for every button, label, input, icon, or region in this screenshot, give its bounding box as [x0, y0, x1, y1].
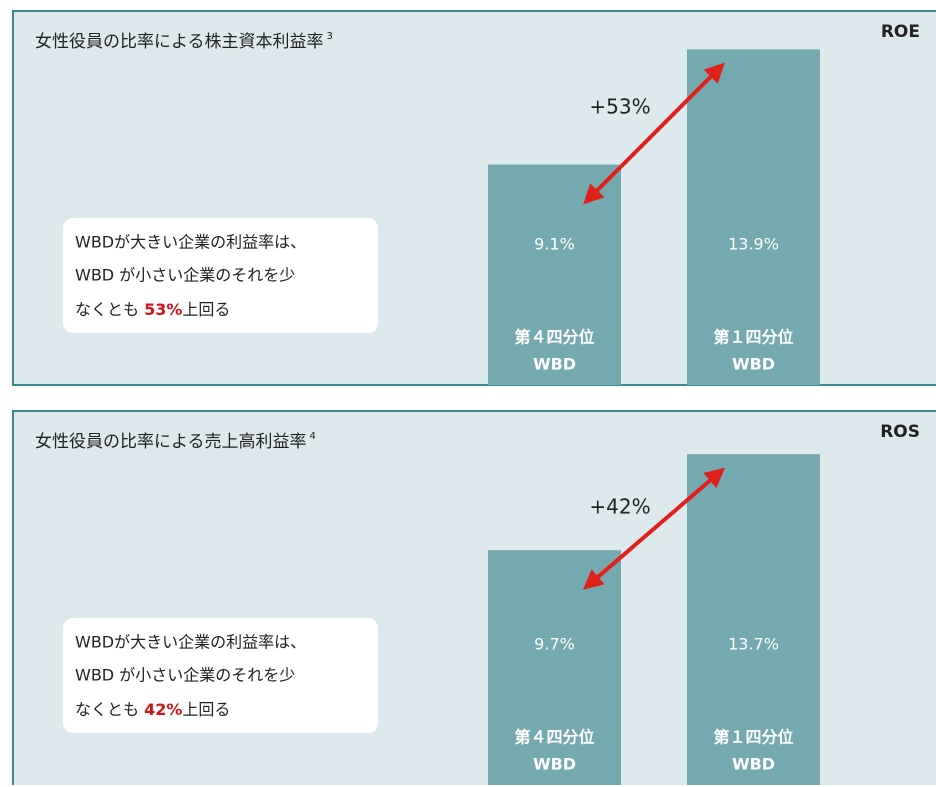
- value-label: 13.9%: [728, 235, 779, 254]
- value-label: 9.7%: [534, 635, 575, 654]
- category-label: WBD: [533, 355, 576, 374]
- callout-highlight: 53%: [144, 300, 182, 319]
- value-label: 13.7%: [728, 635, 779, 654]
- change-annotation: +42%: [589, 495, 650, 519]
- callout-text: WBD が小さい企業のそれを少: [75, 266, 295, 285]
- callout-box: [63, 218, 378, 333]
- category-label: WBD: [533, 755, 576, 774]
- callout-highlight: 42%: [144, 700, 182, 719]
- callout-text: WBDが大きい企業の利益率は、: [75, 233, 306, 252]
- chart-panel: 女性役員の比率による売上高利益率 4 ROS 9.7% 第４四分位 WBD 13.7% 第１四…: [12, 410, 936, 785]
- chart-panel: 女性役員の比率による株主資本利益率 3 ROE 9.1% 第４四分位 WBD 13.9% 第１…: [12, 10, 936, 386]
- callout-text: なくとも 42%上回る: [75, 700, 230, 719]
- category-label: 第４四分位: [514, 728, 594, 747]
- metric-label: ROS: [880, 422, 920, 442]
- chart-title: 女性役員の比率による株主資本利益率 3: [35, 31, 333, 52]
- metric-label: ROE: [881, 22, 920, 42]
- title-note: 3: [327, 31, 333, 42]
- callout-text: 上回る: [182, 300, 230, 319]
- change-annotation: +53%: [589, 95, 650, 119]
- title-note: 4: [310, 431, 316, 442]
- bar: [488, 550, 621, 785]
- callout-box: [63, 618, 378, 733]
- category-label: WBD: [732, 355, 775, 374]
- callout-text: WBDが大きい企業の利益率は、: [75, 633, 306, 652]
- category-label: WBD: [732, 755, 775, 774]
- category-label: 第１四分位: [713, 728, 793, 747]
- title-text: 女性役員の比率による株主資本利益率: [35, 32, 324, 52]
- callout-text: WBD が小さい企業のそれを少: [75, 666, 295, 685]
- change-arrow: [583, 62, 725, 205]
- panel-border: [12, 410, 936, 785]
- callout-text: なくとも 53%上回る: [75, 300, 230, 319]
- category-label: 第４四分位: [514, 328, 594, 347]
- bar: [488, 164, 621, 385]
- title-text: 女性役員の比率による売上高利益率: [35, 432, 307, 452]
- panel-border: [12, 10, 936, 385]
- change-arrow: [582, 467, 726, 590]
- value-label: 9.1%: [534, 235, 575, 254]
- callout-text: なくとも: [75, 700, 144, 719]
- callout-text: なくとも: [75, 300, 144, 319]
- callout-text: 上回る: [182, 700, 230, 719]
- category-label: 第１四分位: [713, 328, 793, 347]
- chart-title: 女性役員の比率による売上高利益率 4: [35, 431, 316, 452]
